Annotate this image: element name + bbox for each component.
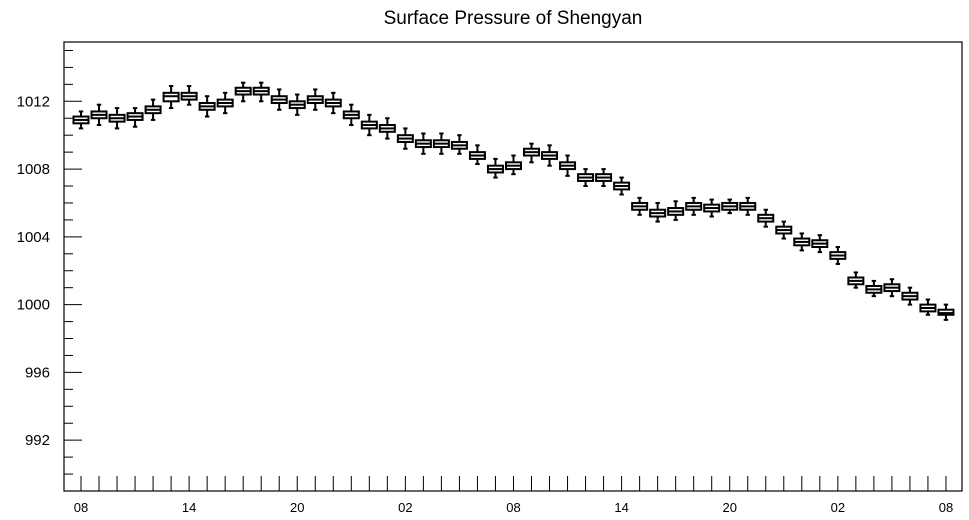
y-tick-label: 996 xyxy=(25,364,50,381)
box-plot xyxy=(847,271,865,289)
box-plot xyxy=(468,144,486,165)
box-plot xyxy=(775,220,793,240)
box-plot xyxy=(649,201,667,223)
box-plot xyxy=(198,95,216,118)
box-plot xyxy=(793,232,811,252)
x-tick-label: 14 xyxy=(182,500,196,515)
x-tick-label: 20 xyxy=(722,500,736,515)
box-plot xyxy=(523,142,540,164)
chart-title: Surface Pressure of Shengyan xyxy=(384,8,643,29)
box-plot xyxy=(306,88,324,111)
y-tick-label: 1000 xyxy=(17,297,50,314)
y-tick-label: 1012 xyxy=(17,93,50,110)
y-tick-label: 1008 xyxy=(17,161,50,178)
box-plot xyxy=(414,132,432,155)
box-plot xyxy=(757,208,775,228)
box-plot xyxy=(90,103,108,127)
box-plot xyxy=(739,196,757,216)
box-plot xyxy=(901,286,919,306)
x-axis: 08 14 20 02 08 14 20 02 08 xyxy=(74,476,953,515)
box-plot xyxy=(126,107,144,128)
box-plot xyxy=(270,88,288,111)
box-plot xyxy=(108,107,126,130)
box-plot xyxy=(667,200,685,221)
box-plot xyxy=(432,132,450,155)
box-plot xyxy=(577,168,595,188)
y-tick-label: 992 xyxy=(25,432,50,449)
x-tick-label: 08 xyxy=(74,500,88,515)
x-tick-label: 02 xyxy=(831,500,845,515)
box-plot xyxy=(631,196,649,216)
x-tick-label: 08 xyxy=(506,500,520,515)
box-plot xyxy=(829,246,847,265)
box-plot xyxy=(685,196,703,216)
box-plot xyxy=(541,144,559,167)
box-series xyxy=(72,81,955,321)
y-tick-label: 1004 xyxy=(17,229,50,246)
y-axis: 992 996 1000 1004 1008 1012 xyxy=(17,49,82,492)
x-tick-label: 08 xyxy=(939,500,953,515)
box-plot xyxy=(378,117,396,140)
box-plot xyxy=(450,134,468,155)
box-plot xyxy=(162,85,180,110)
box-plot xyxy=(721,198,739,215)
box-plot xyxy=(180,85,198,106)
box-plot xyxy=(288,93,306,116)
x-tick-label: 14 xyxy=(614,500,628,515)
box-plot xyxy=(811,234,829,254)
box-plot xyxy=(865,279,883,298)
box-plot xyxy=(703,198,721,218)
box-plot xyxy=(937,303,955,321)
box-plot xyxy=(559,154,577,177)
x-tick-label: 02 xyxy=(398,500,412,515)
box-plot xyxy=(613,176,631,196)
box-plot xyxy=(252,81,270,103)
box-plot xyxy=(595,168,613,188)
box-plot xyxy=(216,91,234,115)
box-plot xyxy=(360,113,378,137)
box-plot xyxy=(396,127,414,150)
box-plot xyxy=(144,98,162,121)
box-plot xyxy=(883,278,901,298)
box-plot xyxy=(504,154,522,176)
box-plot xyxy=(342,103,360,127)
x-tick-label: 20 xyxy=(290,500,304,515)
box-plot xyxy=(486,157,504,179)
box-plot xyxy=(234,81,252,103)
box-plot xyxy=(72,110,90,130)
box-plot xyxy=(919,298,937,316)
box-plot xyxy=(324,91,342,115)
